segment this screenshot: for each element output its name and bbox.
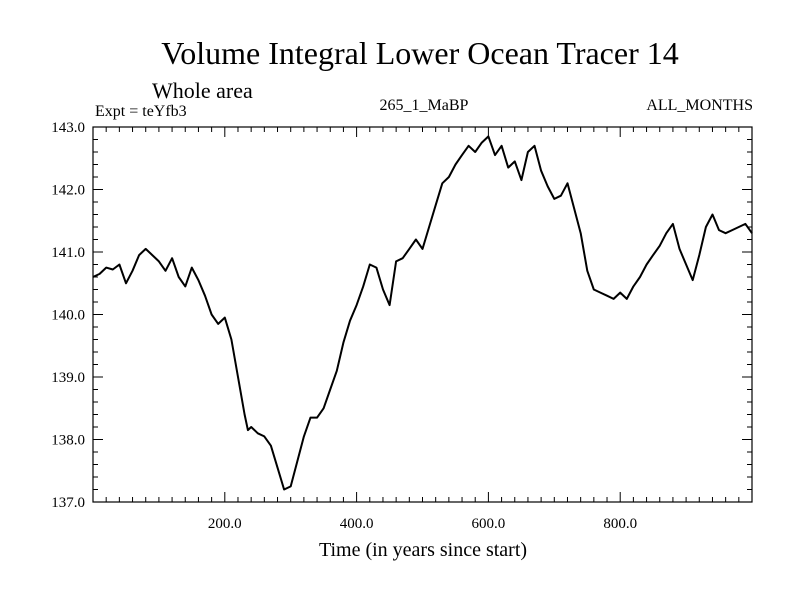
x-tick-label: 400.0: [340, 516, 374, 532]
y-tick-label: 141.0: [51, 245, 85, 261]
chart-title: Volume Integral Lower Ocean Tracer 14: [161, 35, 678, 71]
y-tick-label: 137.0: [51, 495, 85, 511]
axis-ticks: [93, 127, 752, 502]
y-tick-label: 140.0: [51, 308, 85, 324]
y-tick-label: 143.0: [51, 120, 85, 136]
y-tick-label: 139.0: [51, 370, 85, 386]
x-tick-label: 600.0: [472, 516, 506, 532]
expt-label: Expt = teYfb3: [95, 103, 187, 120]
x-axis-label: Time (in years since start): [319, 539, 527, 561]
period-label: 265_1_MaBP: [380, 97, 469, 114]
x-tick-label: 800.0: [603, 516, 637, 532]
chart-subtitle: Whole area: [152, 78, 253, 103]
axis-tick-labels: 200.0 400.0 600.0 800.0 137.0 138.0 139.0 140.0…: [51, 120, 637, 532]
series-line: [92, 135, 753, 491]
plot-frame: [92, 126, 753, 503]
months-label: ALL_MONTHS: [646, 97, 753, 114]
x-tick-label: 200.0: [208, 516, 242, 532]
y-tick-label: 142.0: [51, 183, 85, 199]
series-layer: [92, 135, 753, 491]
y-tick-label: 138.0: [51, 433, 85, 449]
